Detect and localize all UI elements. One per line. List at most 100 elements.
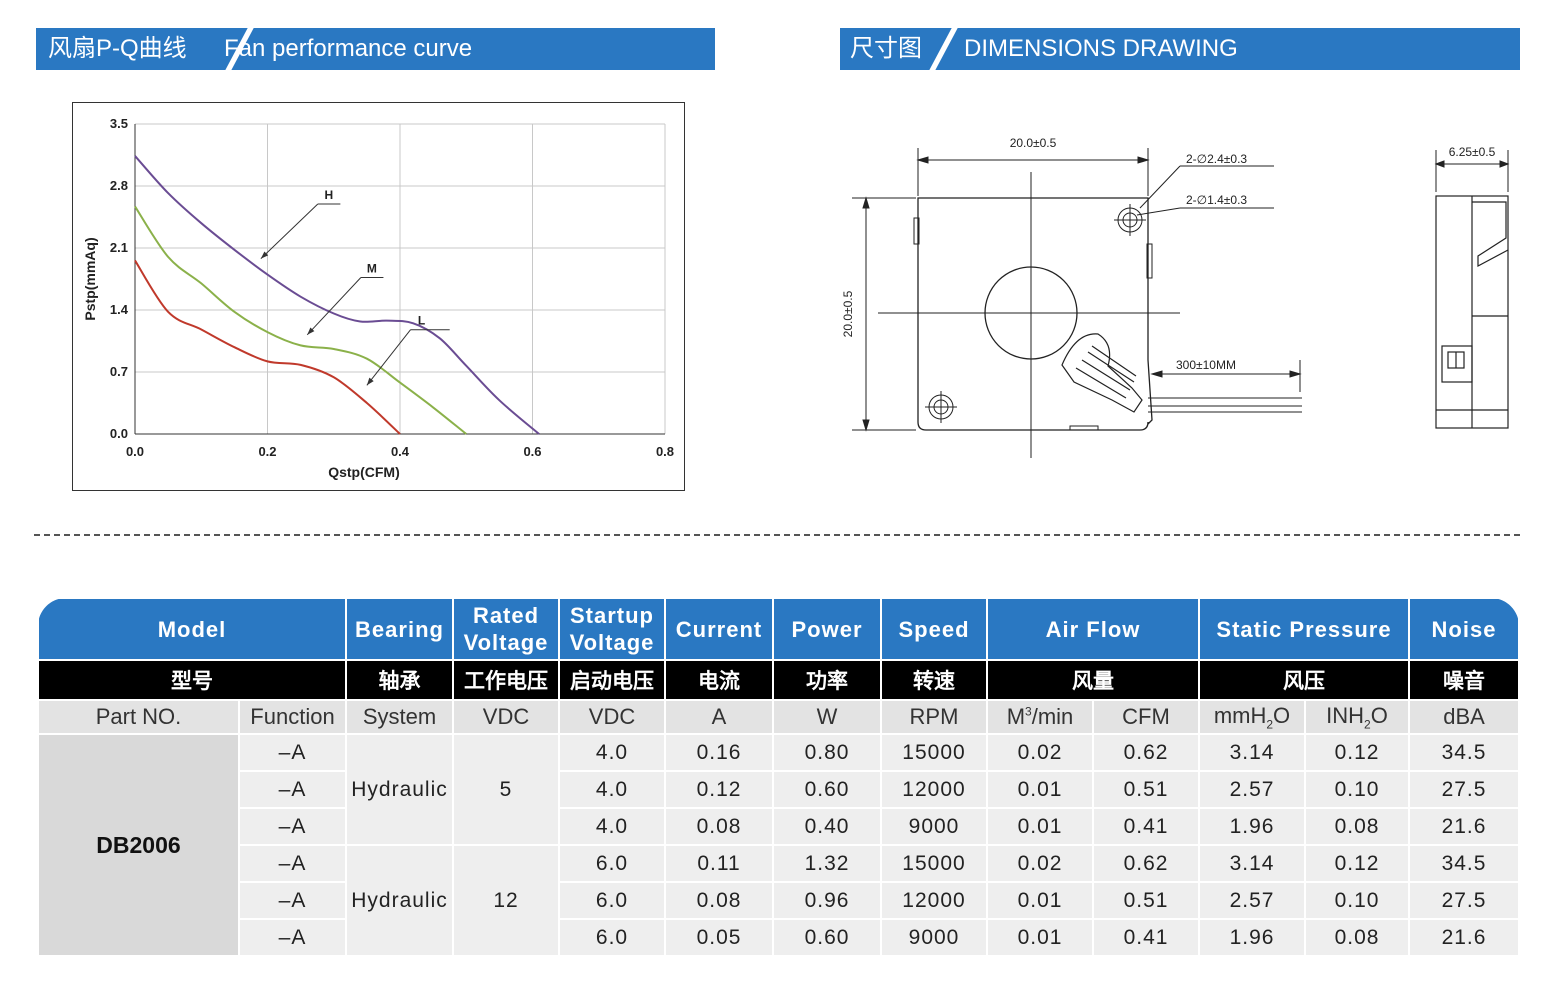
hole-outer-label: 2-∅2.4±0.3 xyxy=(1186,152,1247,166)
unit-inh2o-base: INH xyxy=(1326,702,1365,728)
cell-current: 0.11 xyxy=(664,844,774,883)
cell-startup: 6.0 xyxy=(558,881,666,920)
cell-power: 0.80 xyxy=(772,733,882,772)
y-tick-label: 2.8 xyxy=(110,178,128,193)
header-rated-line1: Rated xyxy=(472,603,540,628)
cell-speed: 9000 xyxy=(880,807,988,846)
y-tick-label: 3.5 xyxy=(110,116,128,131)
cell-function: –A xyxy=(238,844,347,883)
header-cn-airflow: 风量 xyxy=(986,659,1200,701)
unit-part-no: Part NO. xyxy=(37,699,240,735)
cell-airflow-m3: 0.01 xyxy=(986,881,1094,920)
annotation-label-M: M xyxy=(367,261,377,275)
unit-m3-base: M xyxy=(1006,704,1026,729)
header-airflow: Air Flow xyxy=(986,597,1200,661)
cell-current: 0.12 xyxy=(664,770,774,809)
cell-current: 0.05 xyxy=(664,918,774,957)
unit-mmh2o-sub: 2 xyxy=(1266,717,1274,732)
cell-pressure-mm: 2.57 xyxy=(1198,770,1306,809)
unit-inh2o-sub: 2 xyxy=(1364,717,1371,732)
table-row: –A 6.0 0.05 0.60 9000 0.01 0.41 1.96 0.0… xyxy=(38,918,1521,957)
cell-startup: 6.0 xyxy=(558,844,666,883)
annotation-leader-H xyxy=(260,203,319,259)
cell-rated-voltage: 12 xyxy=(452,844,560,957)
header-cn-pressure: 风压 xyxy=(1197,659,1411,701)
cell-function: –A xyxy=(238,918,347,957)
header-cn-rated: 工作电压 xyxy=(452,659,560,701)
x-tick-label: 0.4 xyxy=(391,444,410,459)
banner-title-cn: 风扇P-Q曲线 xyxy=(48,35,187,62)
cell-airflow-m3: 0.02 xyxy=(986,844,1094,883)
fan-body-outline xyxy=(917,197,1153,431)
header-noise: Noise xyxy=(1408,597,1521,661)
cell-airflow-cfm: 0.51 xyxy=(1092,770,1200,809)
header-static-pressure: Static Pressure xyxy=(1197,597,1411,661)
x-tick-label: 0.8 xyxy=(656,444,674,459)
x-axis-label: Qstp(CFM) xyxy=(328,464,400,480)
cell-noise: 21.6 xyxy=(1408,807,1521,846)
series-line-L xyxy=(134,259,401,435)
unit-dba: dBA xyxy=(1408,699,1521,735)
unit-system: System xyxy=(345,699,454,735)
table-row: –A Hydraulic 12 6.0 0.11 1.32 15000 0.02… xyxy=(38,844,1521,957)
cell-speed: 15000 xyxy=(880,733,988,772)
cell-speed: 9000 xyxy=(880,918,988,957)
cell-noise: 27.5 xyxy=(1408,881,1521,920)
y-tick-label: 1.4 xyxy=(110,302,129,317)
air-outlet xyxy=(1061,333,1143,413)
hole-inner-label: 2-∅1.4±0.3 xyxy=(1186,193,1247,207)
cell-speed: 12000 xyxy=(880,770,988,809)
header-startup-voltage: Startup Voltage xyxy=(558,597,666,661)
cell-function: –A xyxy=(238,770,347,809)
cell-pressure-in: 0.12 xyxy=(1303,844,1411,883)
table-row: –A 4.0 0.08 0.40 9000 0.01 0.41 1.96 0.0… xyxy=(38,807,1521,846)
mount-hole-bottom-left xyxy=(925,391,957,423)
unit-mmh2o: mmH2O xyxy=(1198,699,1306,735)
y-tick-label: 2.1 xyxy=(110,240,128,255)
side-clip-right xyxy=(1146,243,1153,279)
header-cn-speed: 转速 xyxy=(880,659,988,701)
bottom-tab xyxy=(1069,425,1099,431)
cell-pressure-mm: 3.14 xyxy=(1198,844,1306,883)
height-dimension xyxy=(852,196,916,432)
banner-slash xyxy=(927,28,959,70)
pq-chart-svg: 0.0 0.2 0.4 0.6 0.8 0.0 0.7 1.4 2.1 2.8 3.5 Qstp(CF… xyxy=(82,116,674,480)
header-cn-noise: 噪音 xyxy=(1408,659,1521,701)
unit-m3-exp: 3 xyxy=(1025,704,1032,719)
unit-vdc-startup: VDC xyxy=(558,699,666,735)
cell-power: 0.96 xyxy=(772,881,882,920)
cell-noise: 34.5 xyxy=(1408,844,1521,883)
header-cn-startup: 启动电压 xyxy=(558,659,666,701)
model-cell: DB2006 xyxy=(37,733,240,957)
cell-startup: 4.0 xyxy=(558,807,666,846)
header-row-english: Model Bearing Rated Voltage Startup Voltag… xyxy=(37,597,1521,661)
cell-speed: 12000 xyxy=(880,881,988,920)
cell-function: –A xyxy=(238,733,347,772)
dimensions-banner: 尺寸图 DIMENSIONS DRAWING xyxy=(840,28,1520,70)
series-line-H xyxy=(134,155,540,435)
cell-airflow-cfm: 0.51 xyxy=(1092,881,1200,920)
cell-power: 0.60 xyxy=(772,770,882,809)
y-tick-label: 0.0 xyxy=(110,426,128,441)
cell-current: 0.08 xyxy=(664,807,774,846)
cell-function: –A xyxy=(238,881,347,920)
header-current: Current xyxy=(664,597,774,661)
thickness-dimension xyxy=(1434,150,1510,192)
unit-inh2o: INH2O xyxy=(1303,699,1411,735)
banner-title-en: Fan performance curve xyxy=(224,35,473,62)
header-row-chinese: 型号 轴承 工作电压 启动电压 电流 功率 转速 风量 风压 噪音 xyxy=(37,659,1521,701)
cell-airflow-m3: 0.01 xyxy=(986,807,1094,846)
cell-pressure-mm: 2.57 xyxy=(1198,881,1306,920)
annotation-arrowhead-M xyxy=(307,327,315,335)
unit-rpm: RPM xyxy=(880,699,988,735)
annotation-arrowhead-H xyxy=(260,251,269,259)
unit-mmh2o-base: mmH xyxy=(1213,702,1267,728)
annotation-leader-M xyxy=(306,277,362,336)
lead-wires xyxy=(1148,397,1302,413)
y-tick-label: 0.7 xyxy=(110,364,128,379)
banner-title-en: DIMENSIONS DRAWING xyxy=(964,35,1238,62)
header-model: Model xyxy=(37,597,347,661)
cell-startup: 4.0 xyxy=(558,770,666,809)
unit-mmh2o-rest: O xyxy=(1273,702,1291,728)
performance-curve-banner: 风扇P-Q曲线 Fan performance curve xyxy=(36,28,715,70)
